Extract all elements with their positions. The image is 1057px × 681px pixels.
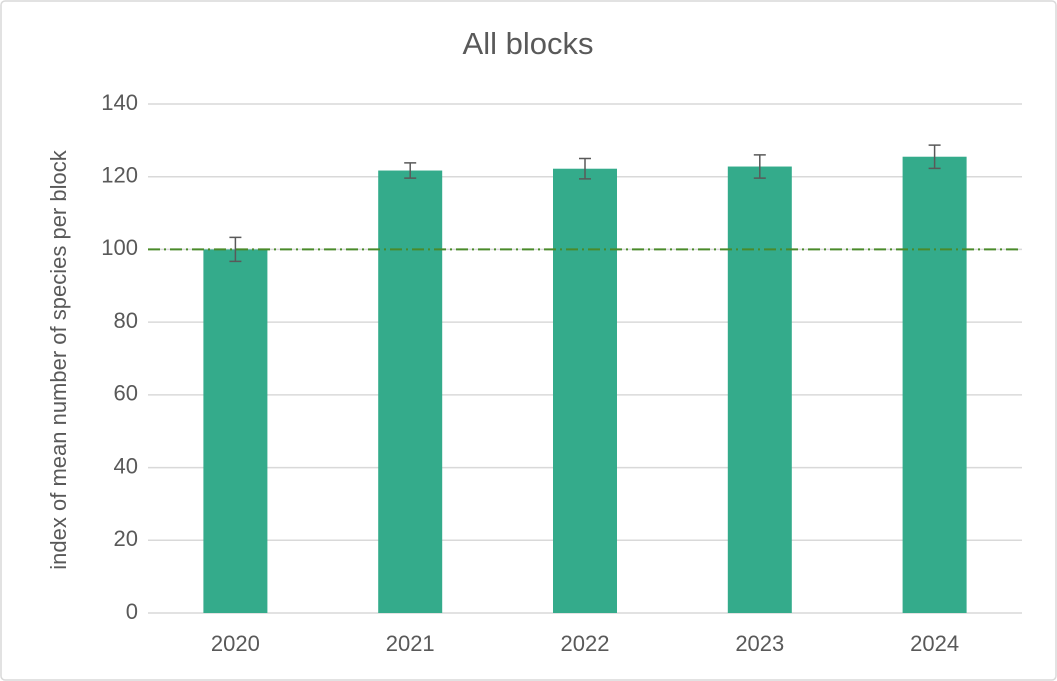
y-tick-label: 20 [114, 526, 138, 551]
y-tick-label: 100 [101, 235, 138, 260]
chart-title: All blocks [463, 26, 594, 61]
y-tick-label: 40 [114, 453, 138, 478]
y-tick-label: 0 [126, 599, 138, 624]
bar [727, 166, 792, 613]
error-bar [229, 236, 242, 263]
error-bar [753, 154, 766, 179]
y-tick-label: 140 [101, 90, 138, 115]
bar [203, 249, 268, 613]
x-tick-label: 2024 [910, 631, 959, 656]
error-bar [579, 157, 591, 180]
x-tick-label: 2023 [735, 631, 784, 656]
y-tick-label: 80 [114, 308, 138, 333]
error-bar [404, 162, 417, 179]
x-tick-label: 2021 [386, 631, 435, 656]
error-bar [928, 144, 941, 170]
x-tick-label: 2020 [211, 631, 260, 656]
bar [902, 156, 967, 614]
bar [378, 170, 443, 613]
y-tick-label: 120 [101, 163, 138, 188]
y-axis-label: index of mean number of species per bloc… [46, 149, 71, 569]
y-tick-label: 60 [114, 381, 138, 406]
x-tick-label: 2022 [561, 631, 610, 656]
bar [553, 168, 617, 614]
